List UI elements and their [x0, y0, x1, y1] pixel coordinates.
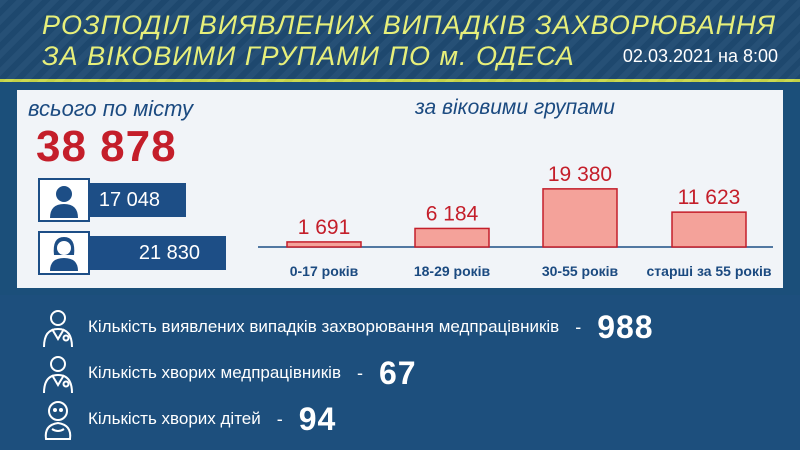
female-icon — [38, 231, 90, 275]
female-count-bar: 21 830 — [86, 236, 226, 270]
bar-value-label-0: 1 691 — [298, 216, 351, 239]
staff-stats-section: Кількість виявлених випадків захворюванн… — [0, 295, 800, 450]
doctor-icon — [36, 305, 80, 349]
bar-0 — [286, 241, 362, 248]
stat-label: Кількість виявлених випадків захворюванн… — [88, 317, 560, 336]
category-label-0: 0-17 років — [290, 263, 359, 279]
stat-row-medical-cases: Кількість виявлених випадків захворюванн… — [36, 305, 654, 349]
category-label-3: старші за 55 років — [647, 263, 772, 279]
doctor-icon — [36, 351, 80, 395]
stat-value: 67 — [378, 354, 417, 391]
age-group-chart: 1 691 0-17 років 6 184 18-29 років 19 380 30-… — [258, 163, 773, 279]
stat-row-sick-children: Кількість хворих дітей - 94 — [36, 397, 336, 441]
city-total-value: 38 878 — [36, 122, 177, 171]
header-banner: РОЗПОДІЛ ВИЯВЛЕНИХ ВИПАДКІВ ЗАХВОРЮВАННЯ… — [0, 0, 800, 82]
stat-value: 94 — [298, 400, 337, 437]
stat-label: Кількість хворих медпрацівників — [88, 363, 341, 382]
stat-dash: - — [276, 408, 283, 429]
bar-1 — [414, 227, 490, 248]
bar-value-label-3: 11 623 — [678, 186, 741, 209]
bar-3 — [671, 211, 747, 248]
stat-dash: - — [575, 316, 582, 337]
bar-2 — [542, 188, 618, 248]
baby-icon — [36, 397, 80, 441]
bar-value-label-1: 6 184 — [426, 202, 479, 225]
stat-value: 988 — [597, 308, 654, 345]
stat-row-sick-medics: Кількість хворих медпрацівників - 67 — [36, 351, 417, 395]
female-count: 21 830 — [138, 241, 200, 264]
chart-bars: 1 691 0-17 років 6 184 18-29 років 19 380 30-… — [286, 163, 772, 279]
header-texture — [0, 0, 800, 82]
male-icon — [38, 178, 90, 222]
city-total-label: всього по місту — [28, 96, 194, 121]
stat-dash: - — [356, 362, 363, 383]
stat-label: Кількість хворих дітей — [88, 409, 261, 428]
male-count-bar: 17 048 — [86, 183, 186, 217]
male-count: 17 048 — [98, 188, 160, 211]
title-line-1: РОЗПОДІЛ ВИЯВЛЕНИХ ВИПАДКІВ ЗАХВОРЮВАННЯ — [42, 10, 777, 40]
category-label-1: 18-29 років — [414, 263, 491, 279]
bar-value-label-2: 19 380 — [548, 163, 612, 186]
category-label-2: 30-55 років — [542, 263, 619, 279]
page-title: РОЗПОДІЛ ВИЯВЛЕНИХ ВИПАДКІВ ЗАХВОРЮВАННЯ… — [42, 10, 776, 72]
chart-title: за віковими групами — [415, 96, 615, 119]
title-line-2: ЗА ВІКОВИМИ ГРУПАМИ ПО м. ОДЕСА — [42, 41, 575, 71]
report-date: 02.03.2021 на 8:00 — [622, 46, 778, 66]
